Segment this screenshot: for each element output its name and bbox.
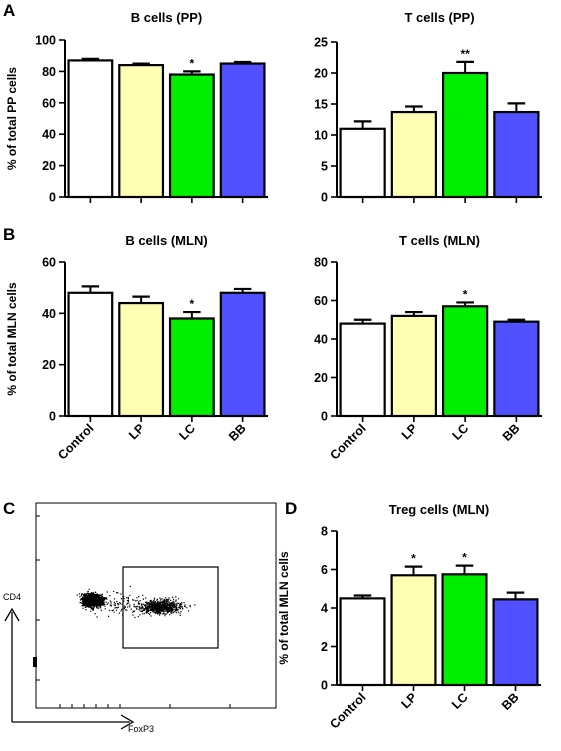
bar-lp [390, 314, 438, 418]
chart-title: B cells (MLN) [125, 233, 207, 248]
bar-bb [219, 291, 266, 418]
flow-x-axis-label: FoxP3 [128, 724, 154, 734]
y-axis-label: % of total PP cells [5, 67, 19, 170]
significance-marker: * [462, 551, 467, 565]
flow-dot-cloud [76, 585, 196, 619]
y-tick-label: 60 [314, 294, 328, 308]
significance-marker: * [463, 287, 468, 301]
chart-t-cells-mln: T cells (MLN) 0 20 40 60 80 Control LP * LC BB [314, 233, 542, 463]
flow-y-arrowhead [4, 607, 20, 622]
flow-y-axis-label: CD4 [3, 592, 21, 602]
y-tick-label: 0 [321, 191, 328, 205]
y-tick-label: 40 [42, 307, 56, 321]
significance-marker: * [411, 552, 416, 566]
y-tick-label: 4 [321, 602, 328, 616]
y-tick-label: 40 [314, 333, 328, 347]
x-tick-label-lc: LC [450, 421, 472, 443]
y-tick-label: 20 [42, 358, 56, 372]
y-tick-label: 80 [314, 256, 328, 270]
bar-bb [493, 320, 540, 418]
bar-bb [219, 62, 266, 199]
y-tick-label: 20 [314, 67, 328, 81]
x-tick-label-bb: BB [500, 421, 523, 444]
y-tick-label: 5 [321, 160, 328, 174]
y-tick-label: 15 [314, 98, 328, 112]
panel-label-c: C [3, 499, 15, 518]
x-tick-label-control: Control [327, 690, 368, 731]
y-tick-label: 0 [321, 679, 328, 693]
y-tick-label: 40 [42, 128, 56, 142]
panel-label-d: D [285, 499, 297, 518]
bar-lc [441, 71, 489, 199]
x-tick-label-lp: LP [398, 690, 419, 711]
y-tick-label: 60 [42, 256, 56, 270]
x-tick-label-bb: BB [499, 690, 522, 713]
flow-dots-path [76, 585, 196, 619]
flow-gate-rect [122, 566, 219, 649]
bar-lp [390, 110, 438, 199]
bar-lc [441, 573, 488, 687]
y-tick-label: 0 [49, 410, 56, 424]
bar-lc [168, 317, 215, 418]
panel-label-b: B [3, 225, 15, 244]
y-tick-label: 8 [321, 525, 328, 539]
y-tick-label: 0 [49, 191, 56, 205]
x-tick-label-lc: LC [176, 421, 198, 443]
flow-cytometry-plot: CD4 FoxP3 [3, 502, 277, 734]
x-tick-label-lp: LP [126, 421, 147, 442]
bar-bb [493, 110, 540, 199]
bar-control [67, 291, 114, 418]
bar-control [67, 59, 114, 199]
x-tick-label-lc: LC [449, 690, 471, 712]
flow-plot-frame [35, 502, 277, 709]
y-tick-label: 2 [321, 640, 328, 654]
bar-control [339, 597, 386, 687]
y-tick-label: 25 [314, 36, 328, 50]
significance-marker: * [190, 297, 195, 311]
chart-title: T cells (MLN) [399, 233, 480, 248]
flow-axis-ticks [33, 515, 231, 708]
bar-lc [168, 73, 215, 199]
y-tick-label: 0 [321, 410, 328, 424]
bar-bb [492, 598, 539, 687]
chart-b-cells-mln: B cells (MLN) % of total MLN cells 0 20 40 60… [5, 233, 268, 463]
significance-marker: * [190, 56, 195, 70]
y-tick-label: 6 [321, 563, 328, 577]
y-tick-label: 10 [314, 129, 328, 143]
x-tick-label-control: Control [327, 421, 368, 462]
chart-title: B cells (PP) [131, 10, 203, 25]
chart-title: Treg cells (MLN) [389, 502, 489, 517]
flow-axis-marker [33, 657, 37, 667]
y-tick-label: 100 [35, 34, 56, 48]
bar-lp [118, 64, 165, 199]
bar-lp [118, 301, 165, 418]
y-tick-label: 20 [42, 159, 56, 173]
significance-marker: ** [460, 47, 470, 61]
chart-t-cells-pp: T cells (PP) 0 5 10 15 20 25 ** [314, 10, 542, 205]
panel-label-a: A [3, 1, 15, 20]
x-tick-label-control: Control [55, 421, 96, 462]
x-tick-label-lp: LP [399, 421, 420, 442]
bar-control [339, 322, 386, 418]
y-axis-label: % of total MLN cells [5, 282, 19, 396]
chart-treg-cells-mln: Treg cells (MLN) % of total MLN cells 0 2 4 6… [277, 502, 541, 732]
bar-control [339, 127, 386, 199]
chart-title: T cells (PP) [404, 10, 474, 25]
chart-b-cells-pp: B cells (PP) % of total PP cells 0 20 40 60 80… [5, 10, 268, 205]
flow-x-arrowhead [120, 714, 135, 730]
x-tick-label-bb: BB [226, 421, 249, 444]
y-tick-label: 20 [314, 371, 328, 385]
bar-lc [441, 305, 489, 418]
y-axis-label: % of total MLN cells [277, 551, 291, 665]
bar-lp [390, 574, 437, 687]
y-tick-label: 60 [42, 96, 56, 110]
y-tick-label: 80 [42, 65, 56, 79]
